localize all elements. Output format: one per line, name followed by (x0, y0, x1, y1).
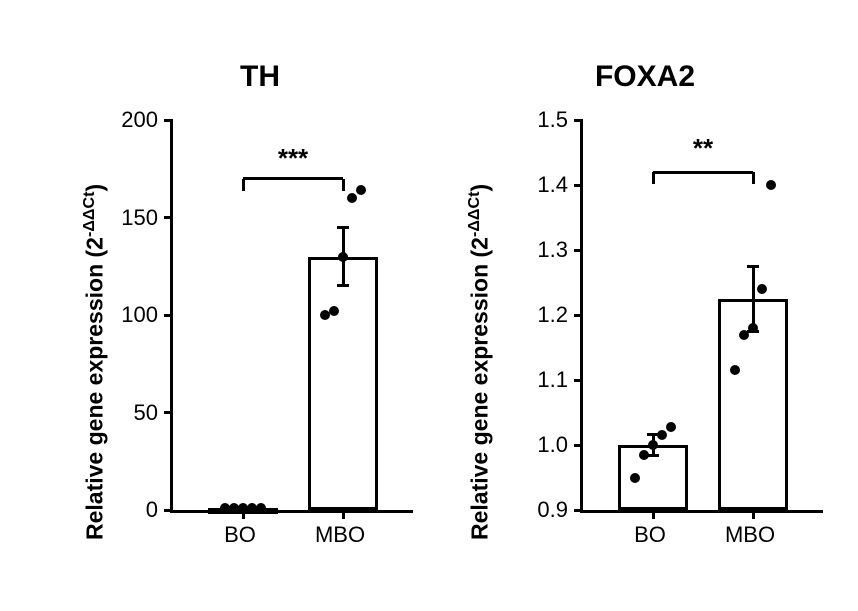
y-tick (164, 314, 173, 317)
data-point (338, 252, 348, 262)
y-tick-label: 1.4 (537, 172, 568, 198)
significance-label: *** (278, 143, 308, 174)
bar-mbo (308, 257, 378, 511)
data-point (666, 422, 676, 432)
x-tick-label: BO (224, 522, 256, 548)
chart-foxa2: FOXA2 Relative gene expression (2-ΔΔCt) … (445, 40, 840, 560)
y-tick-label: 0.9 (537, 497, 568, 523)
data-point (766, 180, 776, 190)
y-tick-label: 100 (121, 302, 158, 328)
y-tick (164, 119, 173, 122)
y-tick (574, 509, 583, 512)
data-point (639, 450, 649, 460)
y-tick (164, 411, 173, 414)
y-tick (574, 119, 583, 122)
significance-bracket-tick (752, 172, 755, 184)
y-tick-label: 200 (121, 107, 158, 133)
y-tick-label: 1.5 (537, 107, 568, 133)
significance-bracket (653, 171, 753, 174)
y-tick-label: 150 (121, 205, 158, 231)
data-point (347, 193, 357, 203)
x-tick-label: BO (634, 522, 666, 548)
y-tick (574, 314, 583, 317)
error-bar (752, 266, 755, 331)
error-cap (337, 226, 349, 229)
y-tick-label: 1.2 (537, 302, 568, 328)
data-point (739, 330, 749, 340)
chart-title: TH (240, 60, 280, 94)
data-point (356, 185, 366, 195)
y-tick (574, 379, 583, 382)
data-point (657, 430, 667, 440)
y-tick-label: 1.0 (537, 432, 568, 458)
y-tick-label: 1.3 (537, 237, 568, 263)
significance-label: ** (693, 133, 713, 164)
y-tick-label: 0 (146, 497, 158, 523)
y-tick (164, 216, 173, 219)
plot-area: ** (580, 120, 823, 513)
x-tick-label: MBO (315, 522, 365, 548)
figure-canvas: TH Relative gene expression (2-ΔΔCt) ***… (0, 0, 858, 611)
y-tick (574, 184, 583, 187)
data-point (256, 503, 266, 513)
error-cap (747, 265, 759, 268)
y-tick-label: 1.1 (537, 367, 568, 393)
y-tick (574, 249, 583, 252)
x-tick (752, 510, 755, 519)
y-axis-label: Relative gene expression (2-ΔΔCt) (465, 184, 494, 540)
plot-area: *** (170, 120, 413, 513)
significance-bracket-tick (652, 172, 655, 184)
y-tick-label: 50 (134, 400, 158, 426)
data-point (748, 323, 758, 333)
data-point (757, 284, 767, 294)
x-tick (342, 510, 345, 519)
chart-th: TH Relative gene expression (2-ΔΔCt) ***… (60, 40, 430, 560)
y-tick (164, 509, 173, 512)
x-tick-label: MBO (725, 522, 775, 548)
error-cap (337, 284, 349, 287)
data-point (648, 440, 658, 450)
data-point (630, 473, 640, 483)
x-tick (652, 510, 655, 519)
significance-bracket-tick (342, 179, 345, 191)
significance-bracket-tick (242, 179, 245, 191)
y-tick (574, 444, 583, 447)
y-axis-label: Relative gene expression (2-ΔΔCt) (80, 184, 109, 540)
significance-bracket (243, 177, 343, 180)
chart-title: FOXA2 (595, 60, 695, 94)
